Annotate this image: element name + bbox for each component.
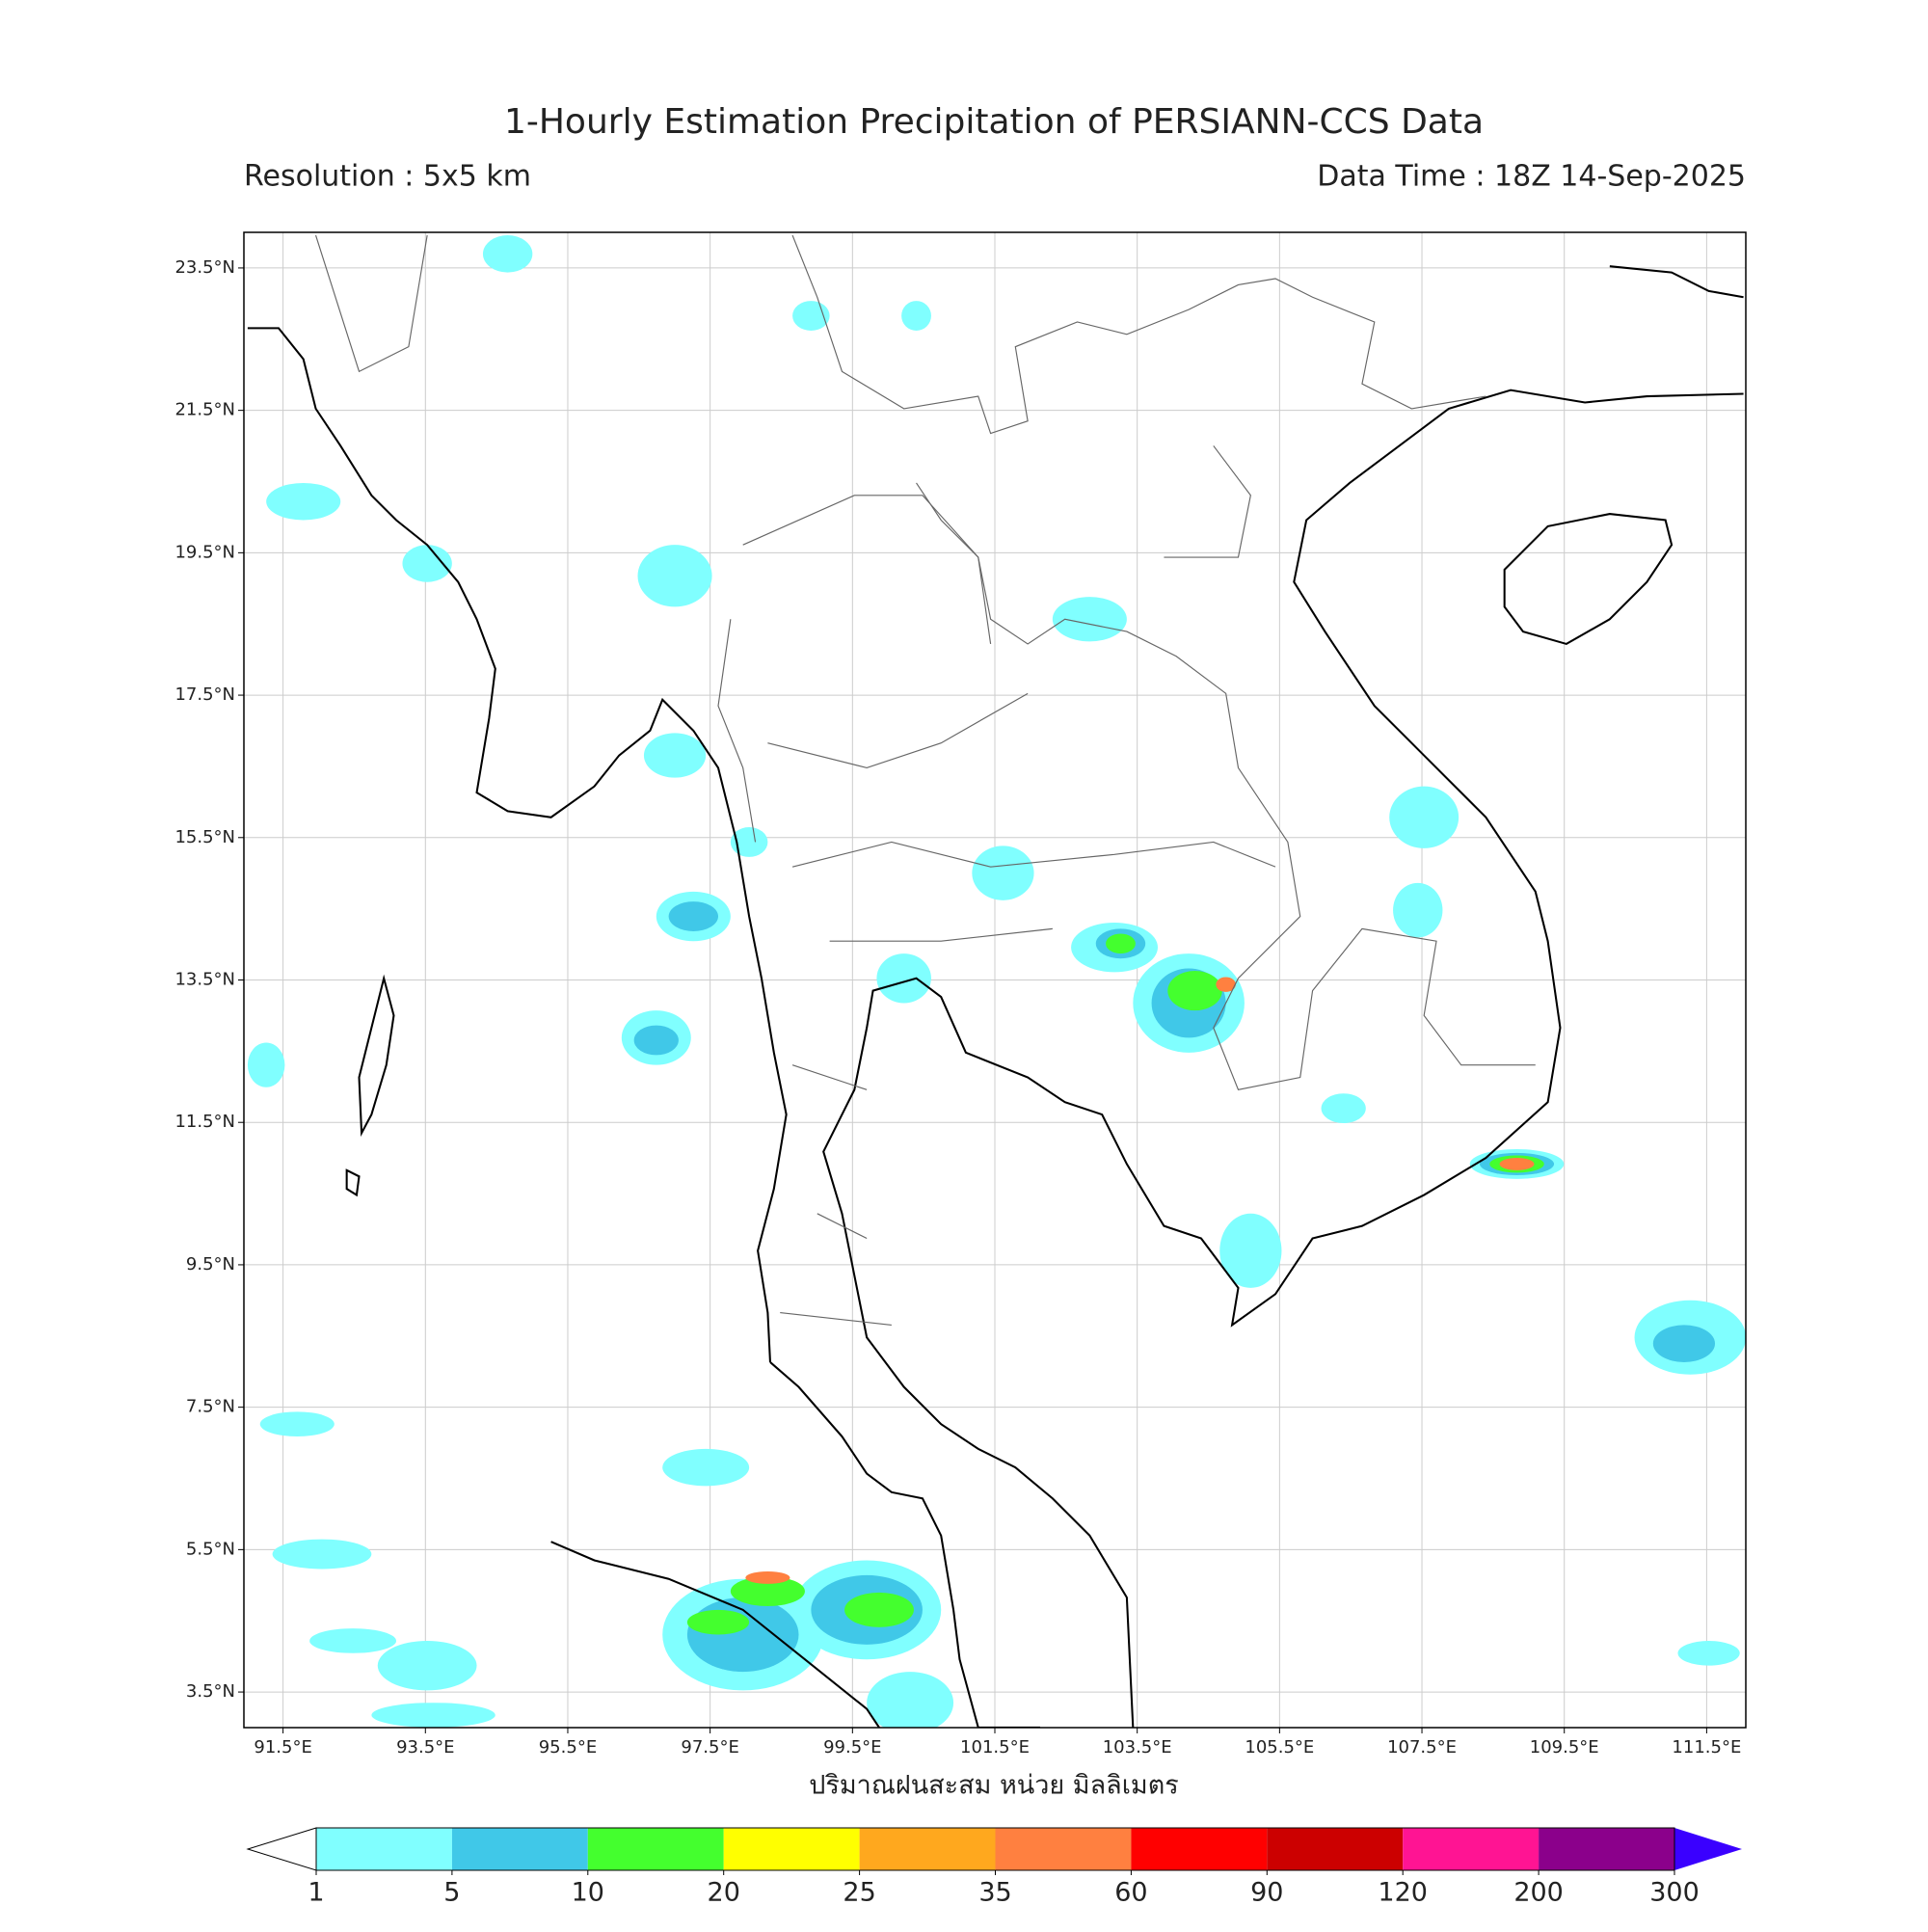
colorbar-tick-label: 90 <box>1250 1878 1283 1908</box>
x-tick-label: 107.5°E <box>1387 1737 1457 1758</box>
x-tick-label: 109.5°E <box>1530 1737 1599 1758</box>
x-tick-label: 95.5°E <box>539 1737 597 1758</box>
grid <box>244 232 1746 1728</box>
colorbar-tick-label: 1 <box>308 1878 324 1908</box>
colorbar-tick-label: 300 <box>1649 1878 1700 1908</box>
country-border <box>314 234 1536 1091</box>
axis-ticks: 91.5°E 93.5°E 95.5°E 97.5°E 99.5°E 101.5°E 103… <box>174 257 1741 1758</box>
colorbar-label: ปริมาณฝนสะสม หน่วย มิลลิเมตร <box>809 1771 1179 1801</box>
y-tick-label: 15.5°N <box>174 827 235 847</box>
x-tick-label: 93.5°E <box>396 1737 454 1758</box>
x-tick-label: 99.5°E <box>823 1737 881 1758</box>
rain-areas <box>247 235 1746 1728</box>
y-tick-label: 7.5°N <box>186 1397 235 1417</box>
y-tick-label: 3.5°N <box>186 1681 235 1702</box>
coastline <box>1503 513 1674 646</box>
coastline <box>822 389 1744 1728</box>
colorbar-tick-label: 200 <box>1513 1878 1564 1908</box>
colorbar-tick-label: 35 <box>978 1878 1011 1908</box>
title: 1-Hourly Estimation Precipitation of PER… <box>504 102 1484 142</box>
coastline <box>247 327 788 1363</box>
x-tick-label: 97.5°E <box>681 1737 738 1758</box>
x-tick-label: 101.5°E <box>960 1737 1030 1758</box>
y-tick-label: 9.5°N <box>186 1254 235 1275</box>
resolution: Resolution : 5x5 km <box>244 160 531 194</box>
rain-heavy <box>633 901 1716 1673</box>
colorbar-bin <box>451 1828 588 1870</box>
colorbar-bin <box>316 1828 452 1870</box>
y-tick-label: 13.5°N <box>174 970 235 990</box>
y-tick-label: 19.5°N <box>174 542 235 562</box>
x-tick-label: 105.5°E <box>1245 1737 1314 1758</box>
y-tick-label: 11.5°N <box>174 1112 235 1132</box>
rain-peak <box>745 977 1535 1584</box>
colorbar-tick-label: 60 <box>1114 1878 1147 1908</box>
province-borders <box>742 495 1276 1326</box>
colorbar-bin <box>995 1828 1132 1870</box>
y-tick-label: 21.5°N <box>174 400 235 420</box>
coastline <box>769 1361 979 1728</box>
y-tick-label: 23.5°N <box>174 257 235 278</box>
coastline <box>345 265 1744 1197</box>
colorbar-tick-label: 120 <box>1378 1878 1428 1908</box>
x-tick-label: 111.5°E <box>1672 1737 1741 1758</box>
colorbar-bin <box>587 1828 724 1870</box>
y-tick-label: 5.5°N <box>186 1539 235 1559</box>
colorbar-tick-label: 5 <box>443 1878 460 1908</box>
geography <box>247 234 1746 1728</box>
colorbar-tick-label: 25 <box>843 1878 875 1908</box>
colorbar-bin <box>859 1828 996 1870</box>
colorbar: 1 5 10 20 25 35 60 90 120 200 300 <box>246 1827 1742 1908</box>
colorbar-bin <box>723 1828 860 1870</box>
colorbar-tick-label: 10 <box>572 1878 604 1908</box>
colorbar-bin <box>1403 1828 1540 1870</box>
data-time: Data Time : 18Z 14-Sep-2025 <box>1317 160 1746 194</box>
colorbar-bin <box>1267 1828 1404 1870</box>
coastline <box>550 1541 880 1728</box>
colorbar-tick-label: 20 <box>708 1878 740 1908</box>
colorbar-over <box>1674 1828 1742 1870</box>
colorbar-bin <box>1131 1828 1268 1870</box>
colorbar-under <box>246 1827 317 1871</box>
colorbar-bin <box>1539 1828 1674 1870</box>
x-tick-label: 91.5°E <box>254 1737 311 1758</box>
map-layer <box>247 234 1746 1728</box>
x-tick-label: 103.5°E <box>1103 1737 1172 1758</box>
y-tick-label: 17.5°N <box>174 684 235 705</box>
rain-core <box>686 933 1544 1635</box>
